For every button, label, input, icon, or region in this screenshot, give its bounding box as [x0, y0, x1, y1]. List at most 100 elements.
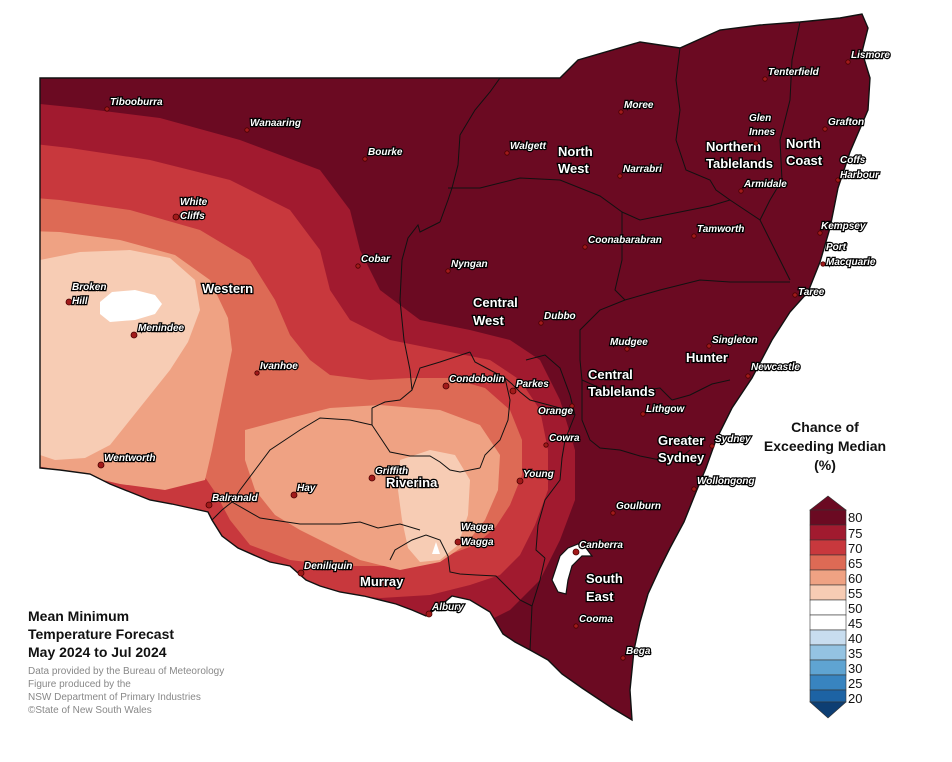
- label-ivanhoe: Ivanhoe: [260, 361, 298, 372]
- label-tibooburra: Tibooburra: [110, 97, 163, 108]
- dot-broken-hill: [65, 298, 73, 306]
- label-deniliquin: Deniliquin: [304, 561, 352, 572]
- region-north-west-1: North: [558, 144, 593, 159]
- region-labels: Western North West Northern Tablelands N…: [201, 135, 824, 606]
- label-tamworth: Tamworth: [697, 224, 744, 235]
- region-north-west-2: West: [558, 161, 589, 176]
- dot-wollongong: [691, 486, 697, 492]
- dot-armidale: [738, 188, 744, 194]
- label-wollongong: Wollongong: [697, 476, 755, 487]
- dot-balranald: [205, 501, 213, 509]
- label-glen-innes-1: Glen: [749, 113, 771, 124]
- label-kempsey: Kempsey: [821, 221, 866, 232]
- label-wagga-1: Wagga: [461, 522, 494, 533]
- label-wagga-2: Wagga: [461, 537, 494, 548]
- region-central-west-2: West: [473, 313, 504, 328]
- legend-swatch-45: [809, 614, 847, 631]
- label-albury: Albury: [431, 602, 464, 613]
- legend-tick-35: 35: [848, 646, 862, 661]
- dot-young: [516, 477, 524, 485]
- credit-line-3: NSW Department of Primary Industries: [28, 692, 201, 703]
- dot-newcastle: [745, 373, 751, 379]
- dot-narrabri: [617, 173, 623, 179]
- label-menindee: Menindee: [138, 323, 185, 334]
- dot-white-cliffs: [172, 213, 180, 221]
- legend-tick-45: 45: [848, 616, 862, 631]
- region-central-tablelands-2: Tablelands: [588, 384, 655, 399]
- region-central-tablelands-1: Central: [588, 367, 633, 382]
- legend-title-line-1: Chance of: [791, 419, 859, 435]
- region-north-coast-2: Coast: [786, 153, 823, 168]
- dot-kempsey: [817, 230, 823, 236]
- dot-condobolin: [442, 382, 450, 390]
- label-orange: Orange: [538, 406, 573, 417]
- legend-arrow-top: [809, 495, 847, 511]
- label-sydney: Sydney: [715, 434, 751, 445]
- zone-50: [100, 290, 440, 554]
- region-riverina: Riverina: [386, 475, 438, 490]
- label-condobolin: Condobolin: [449, 374, 505, 385]
- legend-swatch-75: [809, 524, 847, 541]
- label-coffs-harbour-2: Harbour: [840, 170, 880, 181]
- legend-swatch-25: [809, 674, 847, 691]
- dot-goulburn: [610, 510, 616, 516]
- legend-tick-60: 60: [848, 571, 862, 586]
- legend-swatch-35: [809, 644, 847, 661]
- dot-sydney: [709, 443, 715, 449]
- dot-lismore: [845, 59, 851, 65]
- label-bourke: Bourke: [368, 147, 403, 158]
- dot-singleton: [706, 343, 712, 349]
- map-title-line-1: Mean Minimum: [28, 608, 130, 624]
- region-boundaries: [211, 21, 801, 651]
- dot-glen-innes: [753, 140, 759, 146]
- label-mudgee: Mudgee: [610, 337, 648, 348]
- dot-wagga: [454, 538, 462, 546]
- label-parkes: Parkes: [516, 379, 549, 390]
- legend-swatch-50: [809, 599, 847, 616]
- dot-hay: [290, 491, 298, 499]
- region-northern-tablelands-1: Northern: [706, 139, 761, 154]
- legend-tick-65: 65: [848, 556, 862, 571]
- legend-swatch-20: [809, 689, 847, 703]
- label-young: Young: [523, 469, 554, 480]
- label-balranald: Balranald: [212, 493, 258, 504]
- label-armidale: Armidale: [743, 179, 787, 190]
- dot-port-macquarie: [820, 261, 826, 267]
- dot-tenterfield: [762, 76, 768, 82]
- label-lithgow: Lithgow: [646, 404, 686, 415]
- legend-tick-70: 70: [848, 541, 862, 556]
- dot-dubbo: [538, 320, 544, 326]
- dot-cowra: [543, 442, 549, 448]
- region-murray: Murray: [360, 574, 404, 589]
- act-territory: [551, 543, 594, 595]
- label-narrabri: Narrabri: [623, 164, 662, 175]
- credits: Data provided by the Bureau of Meteorolo…: [28, 665, 224, 717]
- zone-55: [40, 250, 470, 562]
- label-wentworth: Wentworth: [104, 453, 155, 464]
- dot-grafton: [822, 126, 828, 132]
- label-canberra: Canberra: [579, 540, 623, 551]
- dot-mudgee: [624, 346, 630, 352]
- credit-line-4: ©State of New South Wales: [28, 705, 152, 716]
- label-cobar: Cobar: [361, 254, 391, 265]
- dot-walgett: [504, 150, 510, 156]
- label-glen-innes-2: Innes: [749, 127, 776, 138]
- dot-deniliquin: [297, 569, 305, 577]
- dot-lithgow: [640, 411, 646, 417]
- legend-swatch-70: [809, 539, 847, 556]
- dot-menindee: [130, 331, 138, 339]
- dot-moree: [618, 109, 624, 115]
- map-title: Mean Minimum Temperature Forecast May 20…: [28, 607, 174, 661]
- legend-tick-25: 25: [848, 676, 862, 691]
- legend-title-line-2: Exceeding Median: [763, 438, 887, 454]
- label-griffith: Griffith: [375, 466, 408, 477]
- legend-colorbar: [809, 495, 847, 719]
- legend-ticks: 80 75 70 65 60 55 50 45 40 35 30 25 20: [848, 510, 862, 706]
- dot-wanaaring: [244, 127, 250, 133]
- legend-tick-75: 75: [848, 526, 862, 541]
- label-cowra: Cowra: [549, 433, 580, 444]
- dot-albury: [425, 610, 433, 618]
- dot-cobar: [355, 263, 361, 269]
- dot-coonabarabran: [582, 244, 588, 250]
